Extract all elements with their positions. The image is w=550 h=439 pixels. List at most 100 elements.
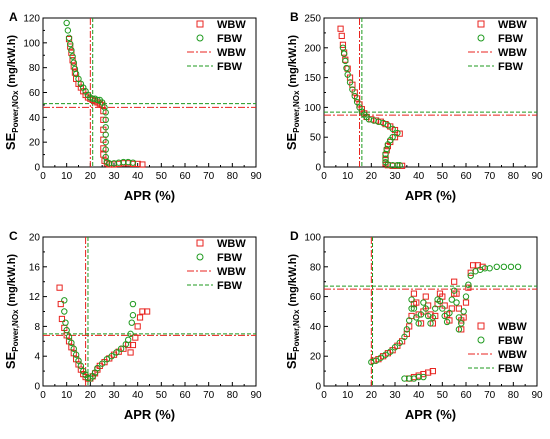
y-axis-label: SEPower,NOx (mg/kW.h) [3, 35, 20, 151]
data-point-fbw [94, 96, 101, 104]
data-point-wbw [132, 334, 139, 341]
data-point-fbw [401, 375, 408, 382]
data-point-fbw [67, 40, 74, 48]
x-tick-label: 30 [389, 171, 401, 182]
data-point-fbw [406, 375, 413, 382]
data-point-fbw [102, 109, 109, 116]
panel-c: 0 10 20 30 40 50 60 70 80 90 0 4 8 12 16 20 C APR (%) SEPo… [3, 229, 262, 422]
data-point-fbw [389, 125, 396, 133]
data-point-fbw [117, 345, 125, 352]
x-tick-label: 10 [61, 171, 73, 182]
data-point-fbw [343, 64, 350, 72]
data-point-fbw [102, 146, 109, 153]
panel-label: A [9, 10, 18, 24]
legend-marker-fbw [196, 34, 204, 42]
data-point-fbw [436, 297, 444, 305]
y-tick-label: 60 [29, 88, 41, 99]
data-point-fbw [462, 293, 470, 300]
data-point-fbw [458, 320, 465, 327]
legend: WBW FBW WBW FBW [187, 238, 246, 292]
x-tick-label: 10 [342, 390, 354, 401]
y-tick-label: 80 [29, 63, 41, 74]
data-point-fbw [481, 265, 489, 272]
y-tick-label: 150 [304, 73, 321, 84]
legend: WBW FBW WBW FBW [187, 19, 246, 73]
data-point-wbw [429, 320, 436, 327]
legend-label: WBW [217, 47, 246, 59]
y-tick-label: 80 [310, 262, 322, 273]
data-point-fbw [70, 59, 77, 66]
x-tick-label: 40 [413, 171, 425, 182]
data-point-fbw [129, 300, 137, 308]
data-point-fbw [382, 150, 389, 158]
data-point-fbw [102, 124, 109, 131]
x-tick-label: 50 [437, 390, 449, 401]
y-tick-label: 8 [34, 322, 40, 333]
legend-label: WBW [498, 47, 527, 59]
data-point-wbw [338, 32, 345, 39]
x-tick-label: 30 [108, 390, 120, 401]
x-tick-label: 20 [366, 390, 378, 401]
data-point-fbw [108, 353, 115, 360]
y-tick-label: 20 [29, 138, 41, 149]
data-point-fbw [106, 160, 113, 167]
data-point-fbw [432, 305, 439, 312]
legend-label: FBW [498, 61, 524, 73]
data-point-fbw [448, 296, 455, 303]
y-tick-label: 250 [304, 14, 321, 25]
data-point-fbw [382, 351, 389, 358]
data-point-fbw [422, 305, 429, 312]
data-point-fbw [417, 311, 425, 318]
legend-marker-fbw [196, 253, 204, 261]
data-point-fbw [68, 47, 75, 54]
data-point-fbw [65, 333, 73, 341]
data-point-fbw [486, 265, 493, 272]
y-label-main: SE [3, 132, 18, 150]
y-tick-label: 100 [23, 38, 40, 49]
y-tick-label: 60 [310, 292, 322, 303]
legend-marker-fbw [477, 34, 485, 42]
legend-label: WBW [217, 19, 246, 31]
x-tick-label: 0 [321, 390, 327, 401]
data-point-fbw [415, 320, 422, 327]
x-tick-label: 20 [366, 171, 378, 182]
data-point-fbw [346, 79, 354, 86]
data-point-fbw [443, 318, 451, 326]
data-point-fbw [372, 357, 380, 364]
legend-label: WBW [498, 19, 527, 31]
y-label-subscript: Power,NOx [292, 90, 301, 133]
y-tick-label: 20 [310, 352, 322, 363]
legend-label: FBW [217, 280, 243, 292]
data-point-fbw [450, 287, 458, 294]
data-point-fbw [391, 344, 399, 351]
x-tick-label: 90 [531, 171, 543, 182]
data-point-wbw [458, 326, 465, 333]
data-point-wbw [337, 25, 344, 32]
data-point-fbw [408, 296, 415, 303]
data-point-wbw [460, 314, 467, 321]
x-axis-label: APR (%) [124, 188, 175, 203]
data-point-fbw [455, 326, 463, 333]
data-point-wbw [56, 284, 63, 291]
data-point-fbw [465, 281, 472, 288]
data-point-fbw [69, 53, 76, 60]
data-point-fbw [384, 122, 392, 129]
x-tick-label: 60 [179, 390, 191, 401]
y-label-main: SE [284, 132, 299, 150]
x-tick-label: 80 [508, 171, 520, 182]
data-point-fbw [64, 27, 72, 34]
panel-label: D [290, 229, 299, 243]
data-point-fbw [415, 373, 422, 381]
x-tick-label: 70 [203, 390, 215, 401]
data-point-wbw [68, 49, 75, 56]
y-tick-label: 0 [315, 382, 321, 393]
y-tick-label: 12 [29, 292, 41, 303]
data-point-fbw [127, 330, 134, 338]
y-tick-label: 100 [304, 233, 321, 244]
data-point-fbw [344, 71, 351, 78]
data-point-fbw [351, 92, 358, 100]
data-point-fbw [493, 263, 500, 270]
data-point-fbw [389, 162, 396, 169]
x-tick-label: 60 [460, 390, 472, 401]
legend-label: WBW [498, 321, 527, 333]
